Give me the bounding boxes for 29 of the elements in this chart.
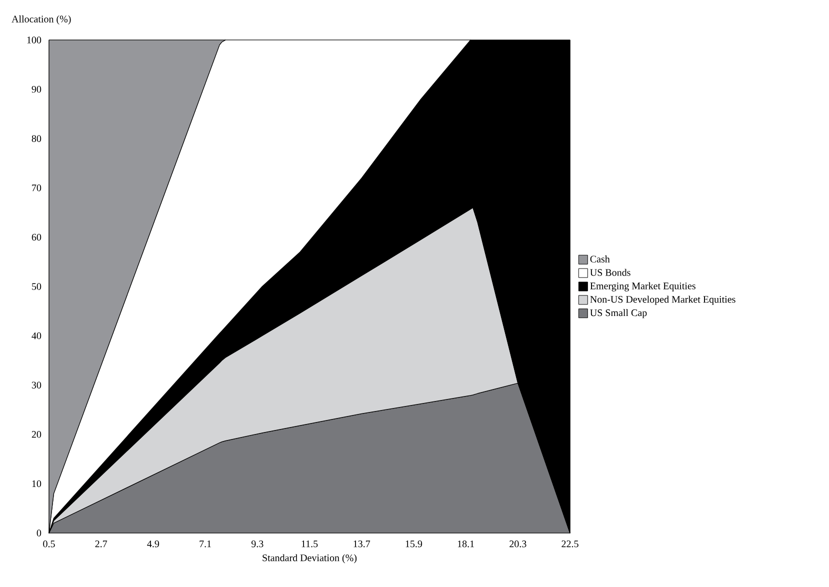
y-tick-label: 100 <box>27 36 42 44</box>
x-tick-label: 22.5 <box>562 540 578 548</box>
y-tick-label: 80 <box>32 135 42 142</box>
legend-label: Non-US Developed Market Equities <box>590 296 736 305</box>
y-axis-title: Allocation (%) <box>12 15 71 24</box>
x-tick-label: 15.9 <box>406 540 422 548</box>
x-axis-title: Standard Deviation (%) <box>262 554 357 564</box>
y-tick-label: 70 <box>32 184 42 192</box>
y-tick-label: 0 <box>36 530 42 536</box>
x-tick-label: 13.7 <box>354 540 370 548</box>
x-tick-label: 0.5 <box>43 540 55 548</box>
x-tick-label: 18.1 <box>458 540 474 548</box>
legend-label: US Small Cap <box>590 309 647 318</box>
legend-label: Emerging Market Equities <box>590 282 696 292</box>
x-tick-label: 11.5 <box>302 540 318 548</box>
x-tick-label: 20.3 <box>510 540 526 548</box>
y-tick-label: 30 <box>32 382 42 388</box>
y-tick-label: 40 <box>32 332 42 340</box>
x-tick-label: 4.9 <box>147 540 160 548</box>
y-tick-label: 90 <box>32 86 42 93</box>
y-tick-label: 10 <box>32 480 42 488</box>
y-tick-label: 60 <box>32 234 42 241</box>
y-tick-label: 50 <box>32 283 42 290</box>
x-tick-label: 9.3 <box>251 540 264 548</box>
legend-label: US Bonds <box>590 268 630 276</box>
x-tick-label: 7.1 <box>200 540 211 548</box>
y-tick-label: 20 <box>32 431 42 438</box>
x-tick-label: 2.7 <box>95 540 108 548</box>
legend-label: Cash <box>590 255 610 262</box>
